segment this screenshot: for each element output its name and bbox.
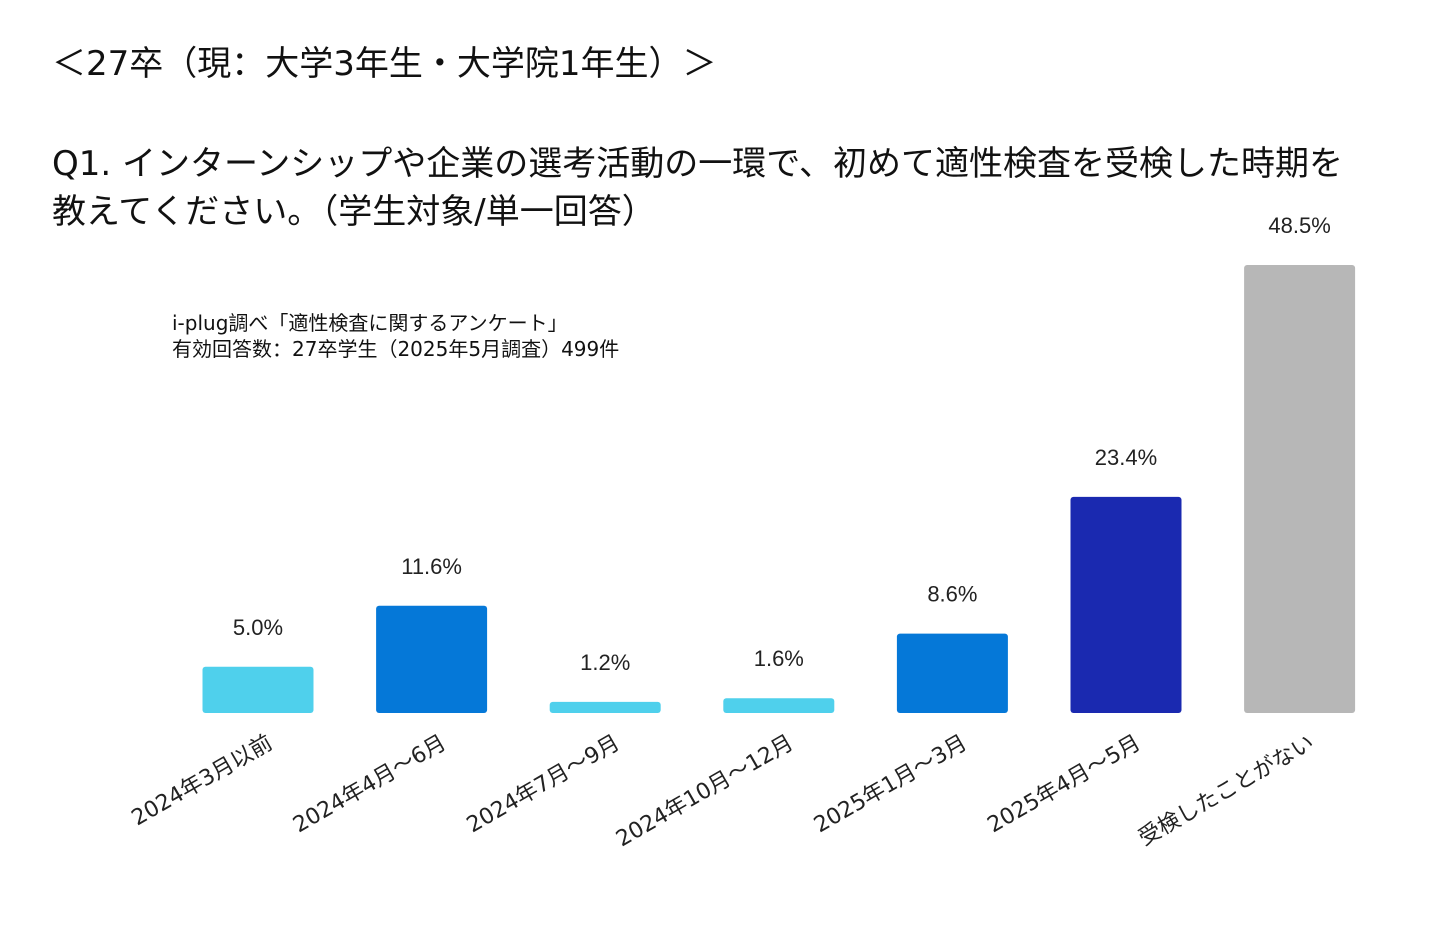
value-label-3: 1.2% <box>580 650 630 675</box>
category-label-4: 2024年10月～12月 <box>612 731 798 853</box>
bar-6 <box>1070 496 1182 713</box>
value-label-4: 1.6% <box>754 646 804 671</box>
category-label-3: 2024年7月～9月 <box>463 731 624 839</box>
bar-1 <box>202 666 314 713</box>
value-label-6: 23.4% <box>1095 445 1157 470</box>
source-line-1: i-plug調べ「適性検査に関するアンケート」 <box>172 311 568 335</box>
value-label-7: 48.5% <box>1268 213 1330 238</box>
bar-2 <box>376 605 488 713</box>
bar-5 <box>896 633 1008 713</box>
page-header: ＜27卒（現：大学3年生・大学院1年生）＞ <box>52 44 717 84</box>
question-title: Q1. インターンシップや企業の選考活動の一環で、初めて適性検査を受検した時期を… <box>52 144 1343 233</box>
category-label-1: 2024年3月以前 <box>128 731 277 832</box>
value-label-1: 5.0% <box>233 615 283 640</box>
bar-4 <box>723 698 835 713</box>
bar-3 <box>549 701 661 713</box>
category-label-5: 2025年1月～3月 <box>810 731 971 839</box>
value-label-2: 11.6% <box>401 554 462 579</box>
category-label-7: 受検したことがない <box>1135 731 1319 852</box>
source-note: i-plug調べ「適性検査に関するアンケート」 有効回答数：27卒学生（2025… <box>172 310 619 363</box>
value-label-5: 8.6% <box>927 582 977 607</box>
category-label-6: 2025年4月～5月 <box>984 731 1145 839</box>
category-label-2: 2024年4月～6月 <box>289 731 450 839</box>
bar-7 <box>1244 265 1356 713</box>
source-line-2: 有効回答数：27卒学生（2025年5月調査）499件 <box>172 337 620 362</box>
